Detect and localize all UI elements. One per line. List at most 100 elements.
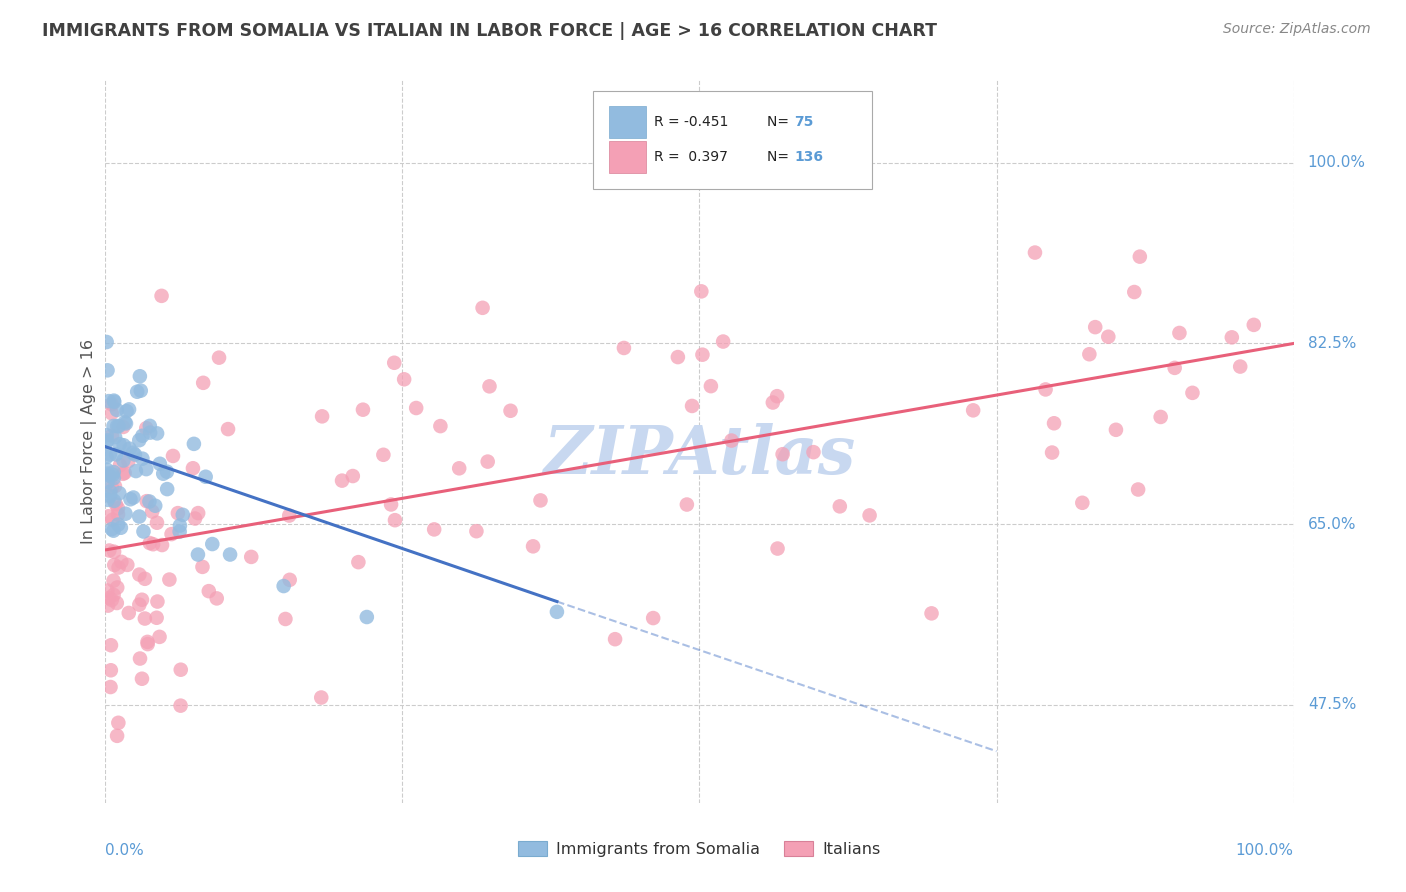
Point [766,541,789,556]
Point [103,395,125,409]
Point [118,606,141,620]
Point [499,404,522,418]
Point [131,592,153,607]
Point [111,467,134,481]
Point [96,363,118,377]
Point [110,521,132,535]
Point [131,451,153,466]
Point [103,558,125,572]
Point [112,453,135,467]
Point [139,536,162,550]
Point [152,467,174,481]
Point [117,558,139,572]
Point [105,596,128,610]
Point [1071,496,1094,510]
Point [205,591,228,606]
Point [135,494,157,508]
Point [172,508,194,522]
Point [198,584,221,599]
Point [128,509,150,524]
Point [529,493,551,508]
Point [104,447,127,461]
Point [274,612,297,626]
Point [676,498,699,512]
Point [122,446,145,460]
Point [465,524,488,539]
Y-axis label: In Labor Force | Age > 16: In Labor Force | Age > 16 [82,339,97,544]
Point [100,406,122,420]
Point [217,422,239,436]
Point [183,437,205,451]
Point [118,442,141,456]
Point [150,538,173,552]
Point [150,289,173,303]
Point [1097,330,1119,344]
Point [1043,417,1066,431]
Point [423,523,446,537]
Point [105,419,128,434]
Point [603,632,626,647]
Point [143,499,166,513]
Point [392,372,415,386]
Point [136,635,159,649]
Point [162,449,184,463]
Text: IMMIGRANTS FROM SOMALIA VS ITALIAN IN LABOR FORCE | AGE > 16 CORRELATION CHART: IMMIGRANTS FROM SOMALIA VS ITALIAN IN LA… [42,22,938,40]
Point [125,464,148,478]
Point [170,663,193,677]
Point [692,348,714,362]
FancyBboxPatch shape [609,106,645,138]
Point [97,492,120,507]
Point [149,457,172,471]
Point [380,498,402,512]
Text: 100.0%: 100.0% [1236,843,1294,857]
Point [103,471,125,485]
Point [124,448,146,462]
Point [309,690,332,705]
Point [103,574,125,588]
FancyBboxPatch shape [609,141,645,173]
Point [156,482,179,496]
Point [181,461,204,475]
Text: 136: 136 [794,150,824,164]
Point [1084,320,1107,334]
Point [134,611,156,625]
Point [104,479,127,493]
Point [105,581,128,595]
Point [858,508,880,523]
Point [117,454,139,468]
Point [156,465,179,479]
Point [131,428,153,442]
Point [96,428,118,442]
Point [1078,347,1101,361]
Point [803,445,825,459]
Point [101,593,124,607]
Point [97,475,120,489]
Point [160,527,183,541]
Point [208,351,231,365]
Point [330,474,353,488]
Point [613,341,636,355]
Point [700,379,723,393]
Point [128,434,150,448]
Point [107,517,129,532]
Point [142,537,165,551]
Point [766,389,789,403]
Point [97,591,120,605]
Point [1168,326,1191,340]
Point [193,376,215,390]
Point [157,573,180,587]
Point [342,469,364,483]
Point [127,384,149,399]
Point [1163,360,1185,375]
Point [1123,285,1146,299]
Text: Source: ZipAtlas.com: Source: ZipAtlas.com [1223,22,1371,37]
Text: R = -0.451: R = -0.451 [654,115,728,129]
Point [184,511,207,525]
Text: 65.0%: 65.0% [1308,516,1357,532]
Point [122,491,145,505]
Point [98,448,121,462]
Point [191,560,214,574]
Point [98,489,121,503]
Point [522,539,544,553]
Point [1126,483,1149,497]
